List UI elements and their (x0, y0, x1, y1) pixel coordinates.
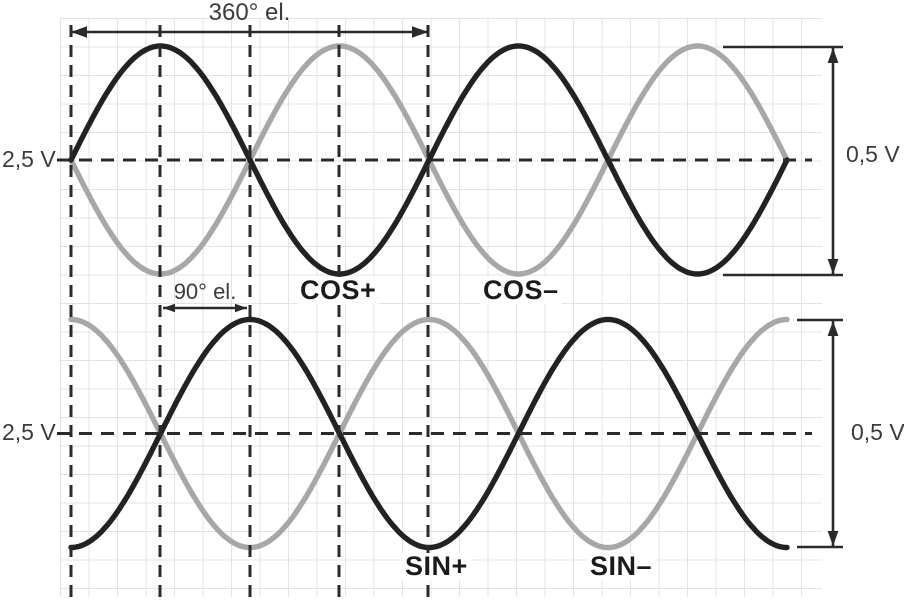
period-dimension-arrow-head-end (412, 26, 428, 38)
cos-minus-signal-label: COS– (480, 277, 562, 304)
period-label: 360° el. (208, 0, 291, 26)
sin-plus-signal-label: SIN+ (402, 553, 471, 580)
sin-offset-label: 2,5 V (2, 419, 56, 445)
wave-sin-minus (68, 316, 790, 551)
cos-amplitude-dimension-arrow-head-end (827, 259, 839, 274)
sin-minus-signal-label: SIN– (587, 553, 656, 580)
wave-cos-plus (68, 43, 790, 277)
sin-amplitude-dimension-arrow-head-start (827, 321, 839, 336)
phase-shift-label: 90° el. (173, 279, 237, 304)
sin-amplitude-dimension-arrow-head-end (827, 531, 839, 546)
cos-offset-label: 2,5 V (2, 146, 56, 172)
phase-dimension-arrow-head-end (235, 303, 247, 313)
cos-amplitude-label: 0,5 V (846, 141, 900, 167)
period-dimension-arrow-head-start (71, 26, 87, 38)
cos-plus-signal-label: COS+ (297, 277, 380, 304)
sin-amplitude-label: 0,5 V (851, 419, 904, 445)
phase-dimension-arrow-head-start (163, 303, 175, 313)
cos-amplitude-dimension-arrow-head-start (827, 48, 839, 63)
